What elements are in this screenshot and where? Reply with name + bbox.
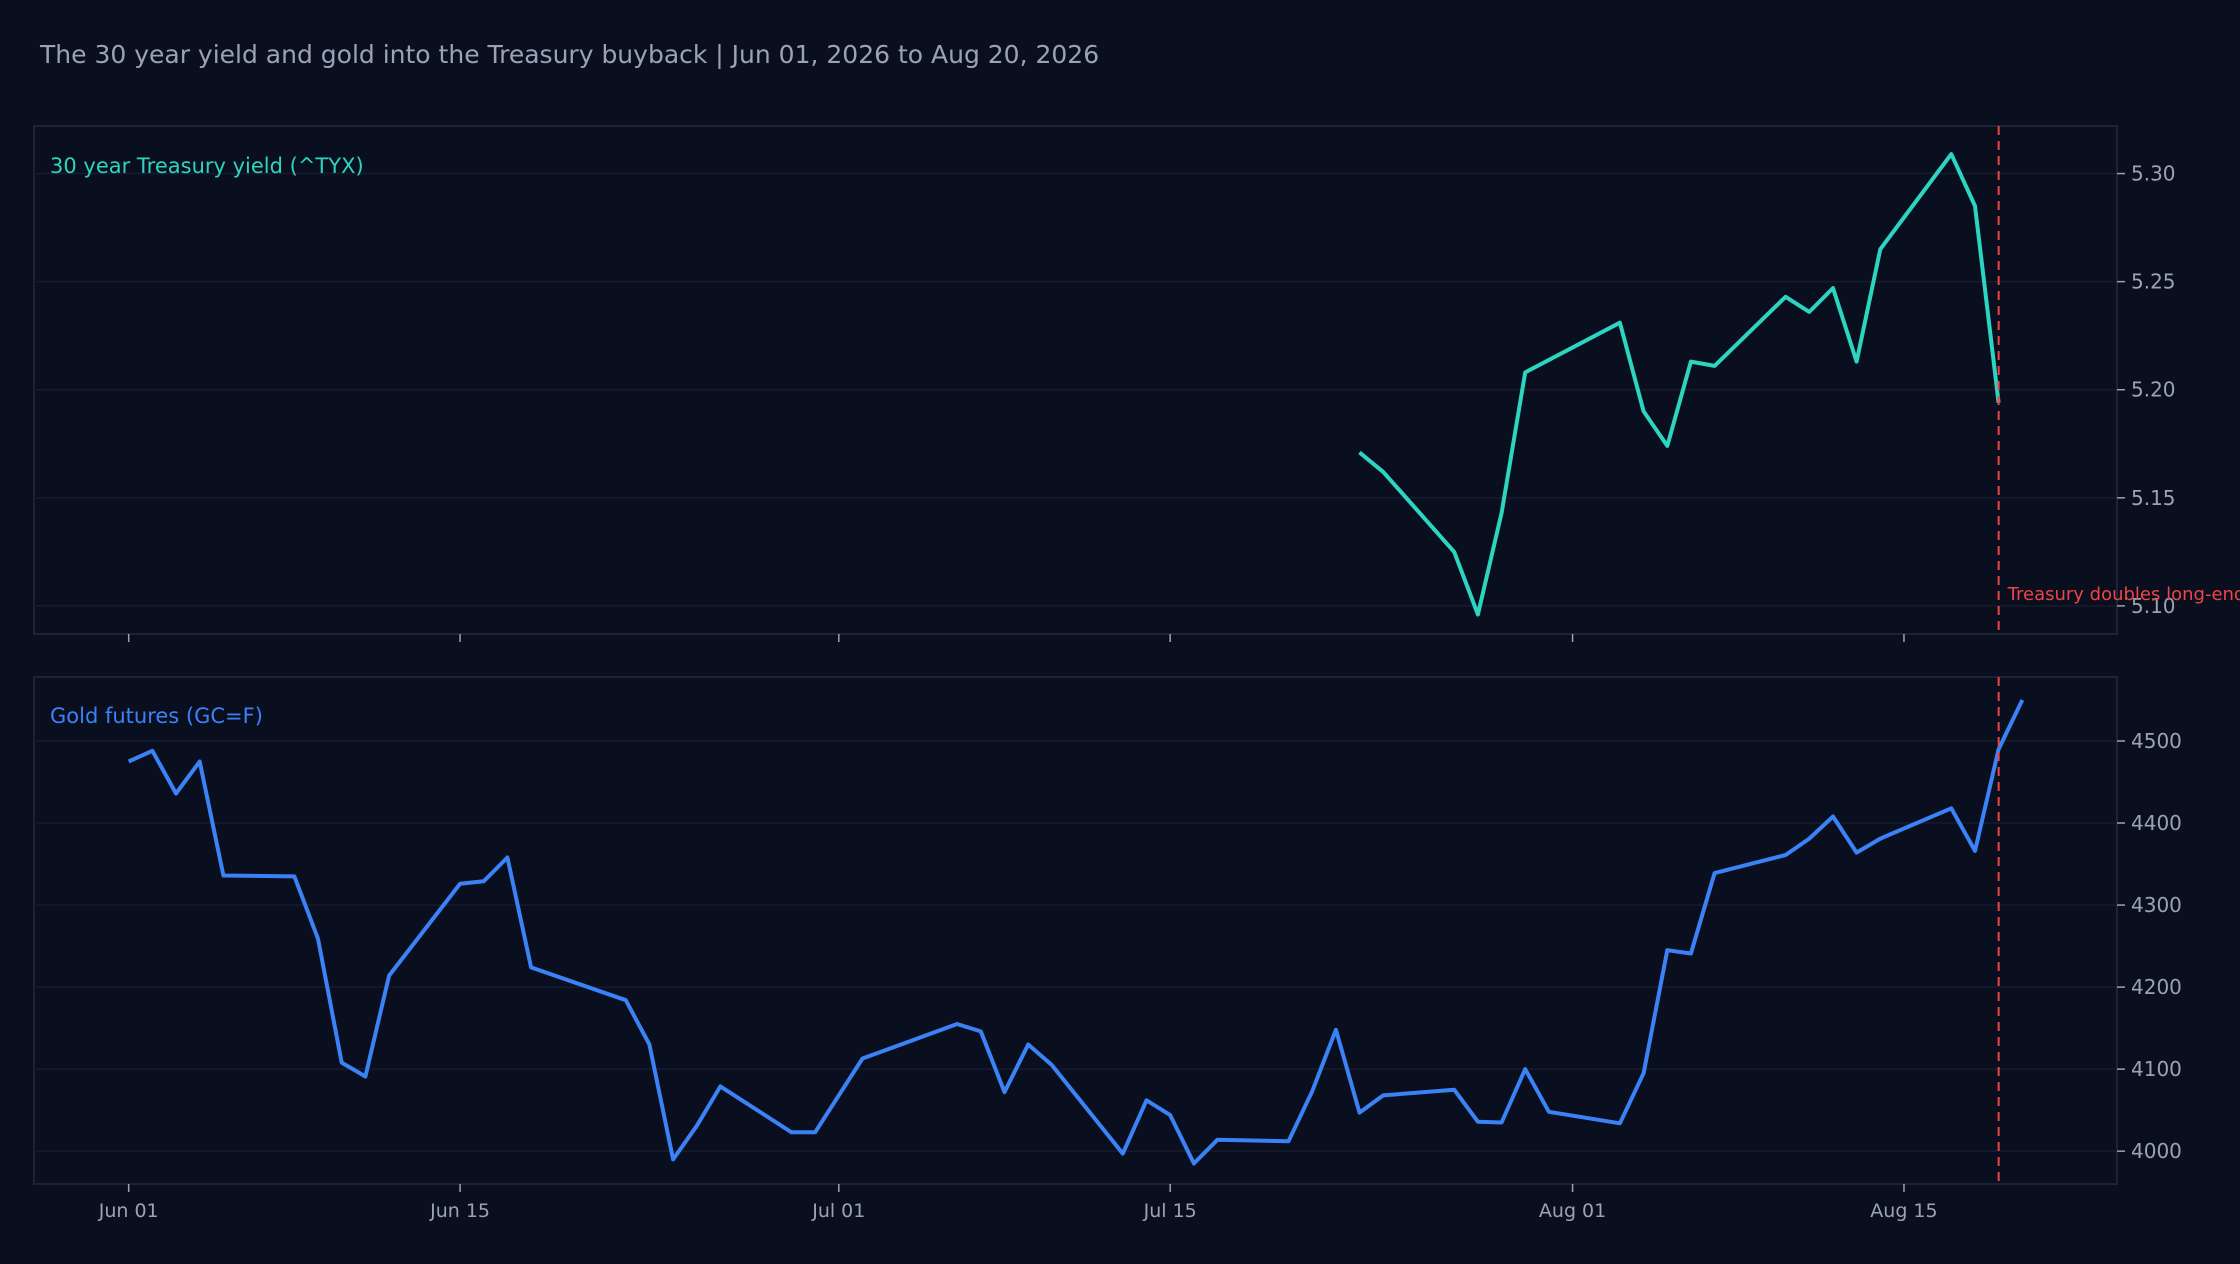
series-line-gold-futures — [127, 699, 2025, 1166]
top-panel-y-tick-label: 5.20 — [2131, 378, 2176, 402]
bottom-panel-x-axis: Jun 01 Jun 15 Jul 01 Jul 15 Aug 01 Aug 15 — [98, 1184, 1938, 1222]
event-annotation-label: Treasury doubles long-end — [2007, 584, 2240, 605]
top-panel-y-axis: 5.10 5.15 5.20 5.25 5.30 — [2117, 162, 2176, 618]
top-panel-y-tick-label: 5.10 — [2131, 594, 2176, 618]
chart-title: The 30 year yield and gold into the Trea… — [39, 40, 1099, 69]
top-panel-grid — [34, 172, 2117, 607]
bottom-panel-frame — [33, 676, 2118, 1185]
top-panel-x-ticks — [127, 634, 1905, 642]
x-tick-label: Jun 01 — [98, 1200, 159, 1222]
x-tick-label: Aug 01 — [1539, 1200, 1606, 1222]
x-tick-label: Jul 01 — [811, 1200, 865, 1222]
top-panel-y-tick-label: 5.30 — [2131, 162, 2176, 186]
top-panel-series-label: 30 year Treasury yield (^TYX) — [50, 154, 364, 178]
bottom-panel-y-tick-label: 4000 — [2131, 1139, 2182, 1163]
bottom-panel-series-label: Gold futures (GC=F) — [50, 704, 263, 728]
bottom-panel-y-tick-label: 4200 — [2131, 975, 2182, 999]
x-tick-label: Jul 15 — [1143, 1200, 1197, 1222]
bottom-panel-y-tick-label: 4300 — [2131, 893, 2182, 917]
bottom-panel-y-tick-label: 4100 — [2131, 1057, 2182, 1081]
bottom-panel-grid — [34, 740, 2117, 1152]
top-panel-y-tick-label: 5.15 — [2131, 486, 2176, 510]
bottom-panel-y-tick-label: 4400 — [2131, 811, 2182, 835]
series-line-30-year-yield — [1358, 152, 2001, 617]
x-tick-label: Aug 15 — [1870, 1200, 1937, 1222]
x-tick-label: Jun 15 — [429, 1200, 490, 1222]
top-panel-y-tick-label: 5.25 — [2131, 270, 2176, 294]
bottom-panel-y-axis: 4000 4100 4200 4300 4400 4500 — [2117, 729, 2182, 1163]
bottom-panel-y-tick-label: 4500 — [2131, 729, 2182, 753]
top-panel-frame — [33, 125, 2118, 635]
